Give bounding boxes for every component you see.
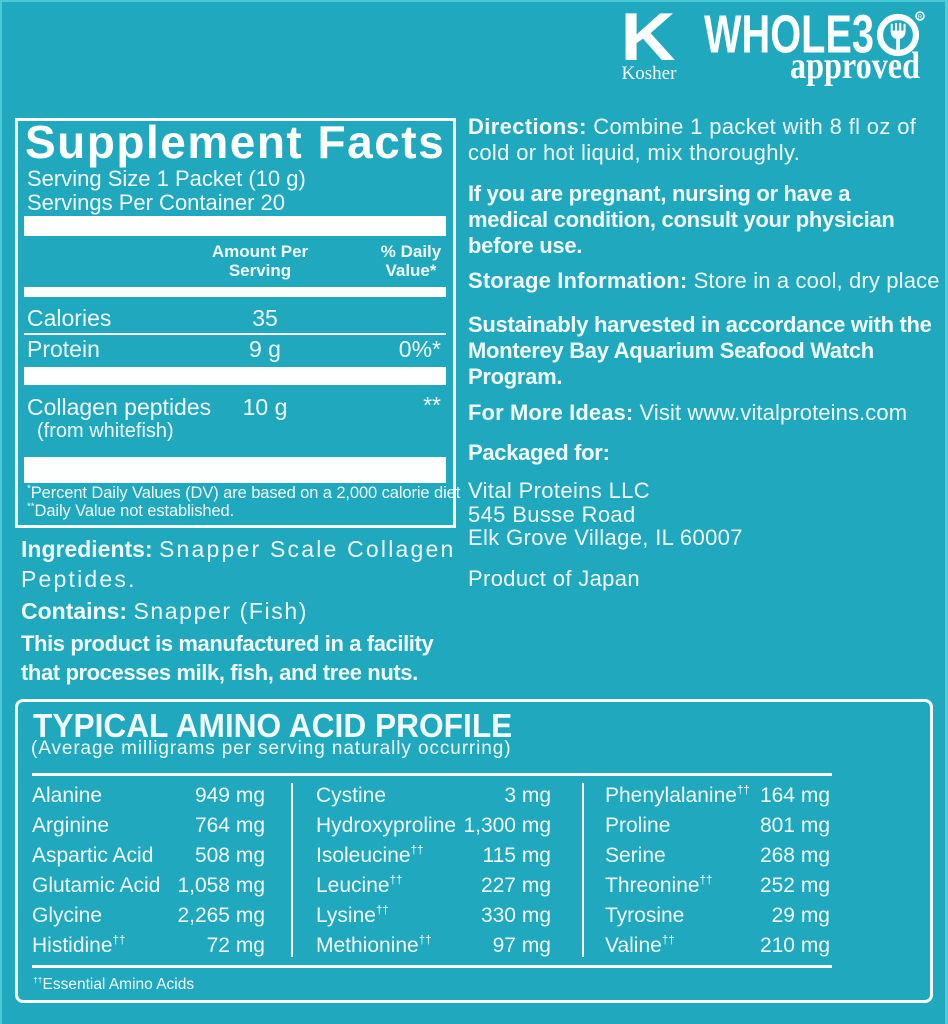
svg-text:WHOLE3: WHOLE3: [704, 8, 874, 65]
svg-text:R: R: [918, 15, 923, 21]
svg-text:approved: approved: [790, 45, 920, 87]
